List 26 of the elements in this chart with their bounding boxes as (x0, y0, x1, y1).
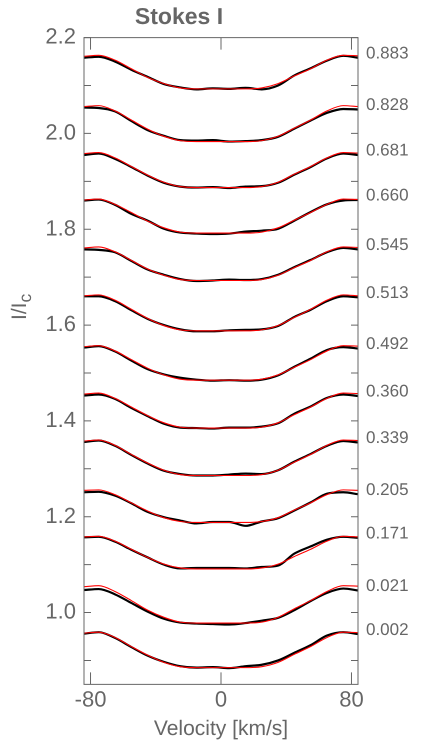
y-tick-label: 1.0 (45, 598, 76, 624)
y-tick-label: 1.2 (45, 502, 76, 528)
series-label: 0.681 (366, 140, 409, 160)
series-label: 0.002 (366, 620, 409, 639)
series-label: 0.360 (366, 382, 409, 401)
y-tick-label: 1.8 (45, 215, 76, 240)
series-label: 0.828 (366, 95, 409, 114)
series-label: 0.171 (366, 523, 409, 542)
series-label: 0.513 (366, 282, 409, 302)
y-tick-label: 1.4 (45, 406, 76, 432)
y-tick-label: 2.0 (45, 119, 76, 144)
x-tick-label: 0 (214, 686, 228, 712)
chart-title: Stokes I (134, 3, 224, 30)
series-label: 0.545 (366, 235, 409, 254)
y-tick-label: 2.2 (45, 24, 76, 49)
series-label: 0.339 (366, 428, 409, 448)
series-label: 0.492 (366, 334, 409, 354)
x-tick-label: 80 (339, 686, 364, 712)
y-tick-label: 1.6 (45, 311, 76, 336)
x-axis-title: Velocity [km/s] (154, 717, 288, 740)
series-label: 0.883 (366, 43, 409, 62)
series-label: 0.660 (366, 186, 409, 205)
series-label: 0.205 (366, 480, 409, 499)
line-series (84, 536, 358, 570)
series-label: 0.021 (366, 576, 409, 596)
x-tick-label: -80 (74, 686, 106, 712)
